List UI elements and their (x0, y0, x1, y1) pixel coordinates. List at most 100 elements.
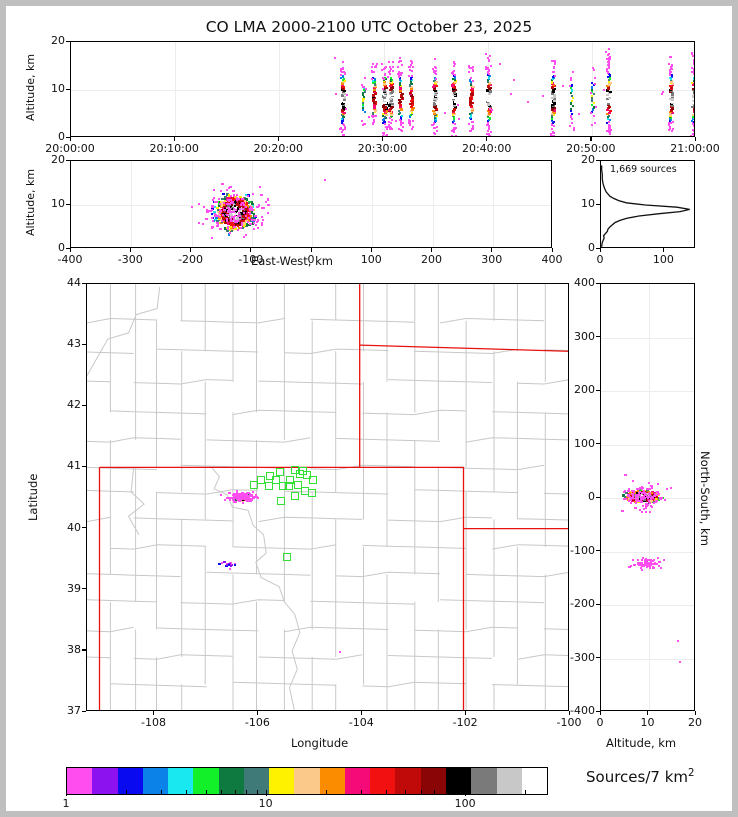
data-point (643, 559, 647, 562)
data-point (692, 118, 694, 121)
tick-mark (382, 137, 384, 141)
data-point (244, 193, 248, 196)
data-point (669, 81, 672, 84)
time-height-panel[interactable] (70, 41, 695, 137)
data-point (224, 216, 228, 220)
data-point (398, 105, 402, 108)
station-marker[interactable] (278, 481, 287, 490)
data-point (552, 120, 555, 123)
ytick-label: 0 (58, 130, 65, 143)
station-marker[interactable] (250, 481, 259, 490)
station-marker[interactable] (294, 481, 303, 490)
data-point (340, 70, 342, 73)
data-point (375, 114, 378, 117)
data-point (219, 494, 222, 497)
station-marker[interactable] (303, 471, 312, 480)
data-point (693, 75, 694, 78)
data-point (436, 130, 439, 132)
data-point (607, 53, 610, 56)
colorbar-swatch (243, 768, 270, 794)
data-point (410, 60, 413, 63)
east-west-height-panel[interactable] (70, 160, 552, 248)
data-point (411, 69, 413, 72)
data-point (693, 52, 694, 55)
station-marker[interactable] (256, 475, 265, 484)
data-point (592, 101, 595, 105)
data-point (401, 63, 404, 66)
data-point (451, 128, 454, 131)
tick-mark (66, 159, 70, 161)
data-point (398, 56, 401, 59)
tick-mark (69, 137, 71, 141)
data-point (456, 103, 459, 106)
data-point (241, 223, 244, 226)
data-point (654, 501, 657, 504)
map-plan-view-panel[interactable] (86, 283, 569, 711)
data-point (341, 61, 344, 64)
data-point (489, 65, 492, 68)
data-point (469, 67, 472, 70)
data-point (671, 112, 675, 115)
data-point (655, 500, 658, 503)
data-point (487, 72, 490, 75)
data-point (634, 500, 637, 503)
data-point (227, 194, 231, 197)
data-point (570, 76, 573, 79)
data-point (552, 131, 555, 134)
data-point (658, 561, 661, 564)
station-marker[interactable] (285, 481, 293, 490)
data-point (470, 90, 474, 93)
data-point (451, 73, 454, 76)
data-point (485, 65, 488, 68)
data-point (232, 217, 236, 220)
data-point (488, 58, 491, 61)
data-point (389, 82, 393, 85)
data-point (628, 492, 632, 495)
data-point (552, 113, 555, 117)
data-point (647, 482, 650, 485)
station-marker[interactable] (290, 465, 299, 474)
altitude-histogram-panel[interactable] (600, 160, 695, 248)
station-marker[interactable] (283, 553, 291, 562)
data-point (227, 214, 231, 218)
colorbar[interactable] (66, 767, 548, 795)
data-point (410, 98, 414, 101)
data-point (411, 108, 415, 111)
data-point (381, 62, 384, 65)
station-marker[interactable] (285, 476, 294, 485)
data-point (244, 495, 247, 499)
state-borders (98, 284, 568, 710)
data-point (236, 228, 240, 231)
data-point (661, 93, 664, 96)
station-marker[interactable] (308, 476, 317, 485)
station-marker[interactable] (265, 481, 274, 490)
data-point (238, 209, 242, 212)
station-marker[interactable] (272, 475, 280, 484)
data-point (692, 98, 694, 102)
data-point (218, 563, 221, 566)
gridline-horizontal (601, 658, 694, 660)
data-point (385, 125, 388, 128)
data-point (487, 68, 490, 72)
xtick-label: 20:20:00 (253, 142, 304, 155)
data-point (372, 121, 375, 124)
data-point (657, 565, 660, 568)
data-point (240, 492, 243, 495)
station-marker[interactable] (290, 491, 299, 500)
data-point (231, 201, 235, 204)
data-point (693, 90, 694, 93)
station-marker[interactable] (308, 488, 317, 497)
data-point (590, 123, 593, 126)
station-marker[interactable] (276, 467, 285, 476)
data-point (232, 223, 235, 227)
data-point (608, 90, 612, 94)
station-marker[interactable] (277, 497, 286, 506)
data-point (363, 85, 366, 88)
data-point (631, 489, 634, 492)
data-point (240, 221, 244, 224)
data-point (431, 68, 434, 71)
data-point (385, 133, 388, 136)
data-point (233, 194, 236, 197)
north-south-altitude-panel[interactable] (600, 283, 695, 711)
data-point (591, 90, 594, 94)
